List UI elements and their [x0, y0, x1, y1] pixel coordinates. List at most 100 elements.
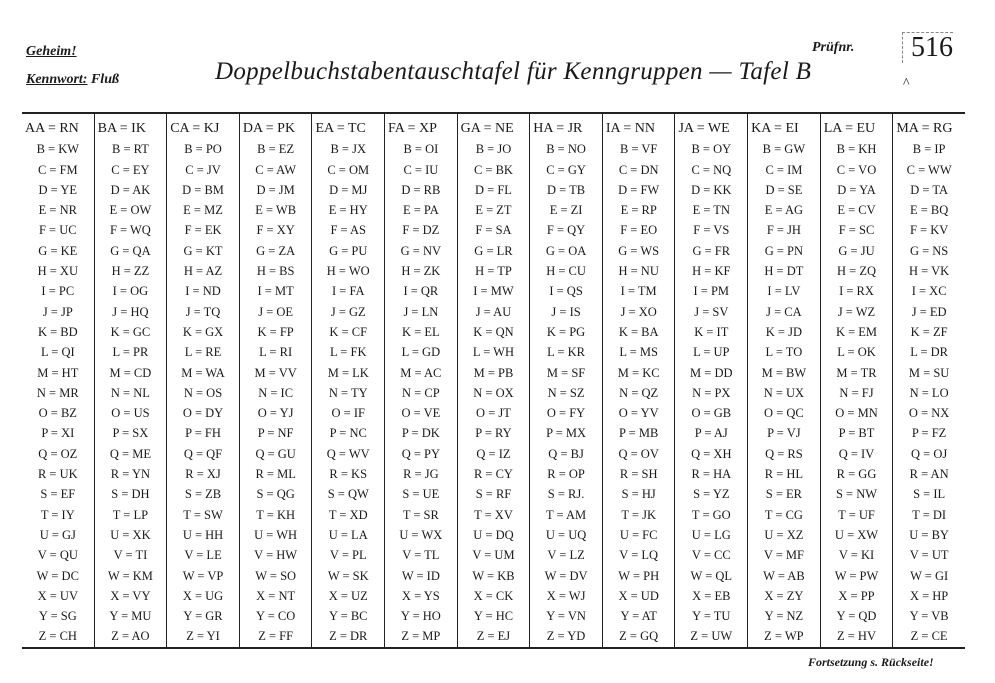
table-cell: B = VF — [619, 142, 658, 157]
table-cell: X = UV — [37, 588, 78, 603]
table-cell: G = NS — [909, 243, 949, 258]
table-cell: G = PN — [764, 243, 804, 258]
table-column: KA = EI B = GW C = IM D = SE E = AG F = JH G =… — [748, 114, 821, 647]
table-cell: E = CV — [837, 203, 876, 218]
column-head-cell: DA = PK — [242, 121, 296, 136]
table-cell: O = MN — [835, 406, 878, 421]
table-cell: T = DI — [912, 507, 947, 522]
table-cell: R = CY — [473, 467, 513, 482]
table-cell: V = KI — [838, 548, 875, 563]
table-cell: Z = GQ — [619, 629, 659, 644]
table-column: HA = JR B = NO C = GY D = TB E = ZI F = QY G =… — [530, 114, 603, 647]
column-head-cell: JA = WE — [678, 121, 730, 136]
table-cell: P = SX — [112, 426, 149, 441]
table-cell: G = JU — [838, 243, 875, 258]
table-cell: W = VP — [182, 568, 224, 583]
check-number: 516 — [902, 32, 953, 63]
table-cell: I = MT — [257, 284, 294, 299]
table-cell: M = VV — [254, 365, 297, 380]
table-cell: D = JM — [256, 182, 295, 197]
table-cell: K = EM — [835, 324, 878, 339]
table-cell: B = JX — [330, 142, 366, 157]
table-column: GA = NE B = JO C = BK D = FL E = ZT F = SA G =… — [458, 114, 531, 647]
table-cell: W = KM — [107, 568, 153, 583]
table-cell: P = NF — [257, 426, 294, 441]
table-cell: S = NW — [835, 487, 878, 502]
table-cell: K = PG — [546, 324, 586, 339]
table-cell: T = JK — [621, 507, 656, 522]
table-cell: L = FK — [330, 345, 367, 360]
table-cell: Y = VN — [546, 609, 586, 624]
table-cell: N = TY — [328, 385, 368, 400]
table-cell: E = WB — [255, 203, 297, 218]
table-column: BA = IK B = RT C = EY D = AK E = OW F = WQ G =… — [95, 114, 168, 647]
table-cell: G = QA — [110, 243, 151, 258]
table-cell: C = IU — [403, 162, 439, 177]
table-cell: X = EB — [692, 588, 731, 603]
table-cell: S = ZB — [184, 487, 222, 502]
table-cell: I = FA — [331, 284, 365, 299]
table-column: JA = WE B = OY C = NQ D = KK E = TN F = VS G =… — [675, 114, 749, 647]
table-cell: J = GZ — [330, 304, 366, 319]
table-cell: S = ER — [765, 487, 803, 502]
table-cell: V = LE — [184, 548, 222, 563]
table-cell: V = MF — [763, 548, 804, 563]
table-cell: Z = MP — [401, 629, 441, 644]
table-cell: Y = QD — [836, 609, 877, 624]
table-cell: C = IM — [765, 162, 803, 177]
table-column: AA = RN B = KW C = FM D = YE E = NR F = UC G =… — [22, 114, 95, 647]
table-cell: G = KT — [183, 243, 223, 258]
table-cell: J = SV — [694, 304, 729, 319]
table-cell: V = UT — [909, 548, 949, 563]
table-cell: H = ZK — [401, 264, 441, 279]
table-cell: X = HP — [909, 588, 949, 603]
table-cell: B = EZ — [257, 142, 295, 157]
table-cell: T = CG — [764, 507, 803, 522]
table-cell: T = AM — [545, 507, 587, 522]
table-cell: C = GY — [546, 162, 586, 177]
table-cell: T = UF — [838, 507, 875, 522]
table-cell: N = PX — [692, 385, 731, 400]
table-cell: F = EO — [620, 223, 658, 238]
table-cell: H = BS — [256, 264, 295, 279]
table-cell: X = UG — [182, 588, 224, 603]
table-cell: K = GX — [182, 324, 224, 339]
table-cell: N = IC — [258, 385, 294, 400]
table-cell: S = IL — [913, 487, 946, 502]
table-cell: M = AC — [400, 365, 442, 380]
table-cell: K = JD — [765, 324, 802, 339]
table-cell: D = BM — [182, 182, 224, 197]
table-cell: E = NR — [38, 203, 77, 218]
table-cell: F = UC — [38, 223, 77, 238]
table-cell: D = TB — [547, 182, 586, 197]
table-cell: P = MX — [546, 426, 587, 441]
table-cell: W = QL — [690, 568, 733, 583]
table-cell: M = KC — [617, 365, 660, 380]
table-cell: D = AK — [110, 182, 151, 197]
table-cell: X = YS — [401, 588, 440, 603]
table-cell: D = SE — [765, 182, 803, 197]
table-cell: M = PB — [473, 365, 514, 380]
table-cell: V = LQ — [619, 548, 659, 563]
table-cell: S = DH — [111, 487, 150, 502]
table-cell: D = TA — [910, 182, 948, 197]
table-cell: G = LR — [474, 243, 513, 258]
table-cell: R = UK — [37, 467, 78, 482]
table-cell: D = YE — [38, 182, 78, 197]
table-cell: H = ZZ — [111, 264, 150, 279]
table-cell: E = HY — [328, 203, 368, 218]
table-cell: J = HQ — [112, 304, 149, 319]
table-cell: L = GD — [401, 345, 441, 360]
table-cell: C = VO — [836, 162, 877, 177]
table-cell: P = FZ — [911, 426, 947, 441]
table-cell: D = FW — [618, 182, 660, 197]
table-cell: S = HJ — [621, 487, 656, 502]
table-cell: Q = WV — [326, 446, 370, 461]
table-cell: C = DN — [618, 162, 659, 177]
table-cell: U = LG — [691, 527, 731, 542]
table-cell: K = QN — [473, 324, 514, 339]
table-cell: Z = EJ — [476, 629, 511, 644]
column-head-cell: CA = KJ — [170, 121, 220, 136]
table-cell: S = RJ. — [547, 487, 585, 502]
table-cell: I = ND — [185, 284, 221, 299]
